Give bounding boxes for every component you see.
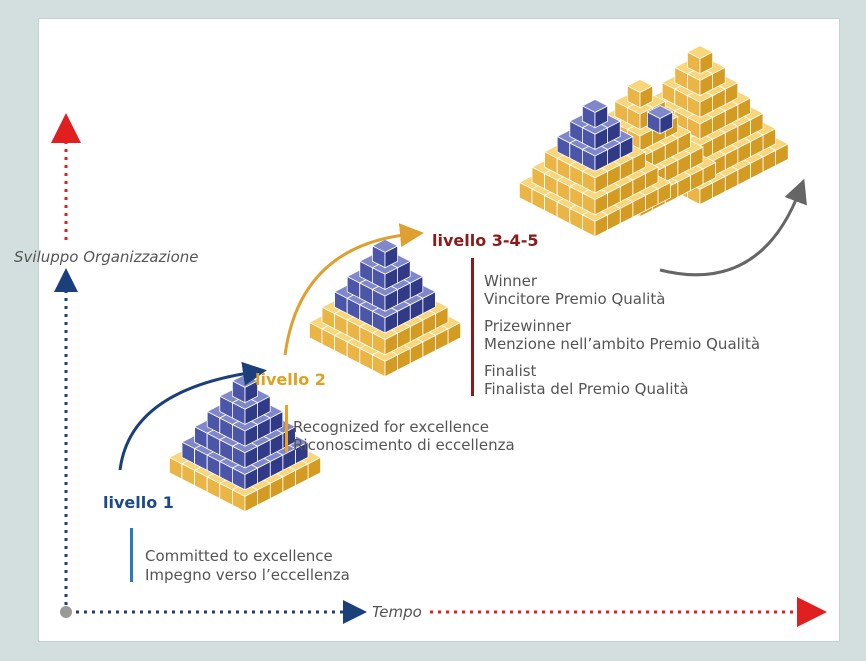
level-text: Recognized for excellence [293,418,489,436]
level-text: Prizewinner [484,317,572,335]
x-axis-label: Tempo [372,603,422,621]
level-text: Finalist [484,362,537,380]
diagram: Sviluppo Organizzazione Tempo livello 1 … [0,0,866,661]
level-label: livello 2 [255,370,326,389]
level-label: livello 3-4-5 [432,231,538,250]
level-text: Impegno verso l’eccellenza [145,566,350,584]
arrow-3 [660,190,800,275]
level-bar [130,528,133,582]
y-axis-label: Sviluppo Organizzazione [14,248,198,266]
page: {"axes": {"y_label": "Sviluppo Organizza… [0,0,866,661]
labels: livello 1 Committed to excellence Impegn… [103,231,760,584]
level-text: Menzione nell’ambito Premio Qualità [484,335,760,353]
level-bar [471,258,474,396]
level-bar [285,405,288,452]
level-text: Finalista del Premio Qualità [484,380,689,398]
level-text: Winner [484,272,538,290]
axes: Sviluppo Organizzazione Tempo [14,128,812,621]
level-text: Vincitore Premio Qualità [484,290,665,308]
level-label: livello 1 [103,493,174,512]
level-text: Riconoscimento di eccellenza [293,436,515,454]
level-text: Committed to excellence [145,547,333,565]
origin [60,606,72,618]
